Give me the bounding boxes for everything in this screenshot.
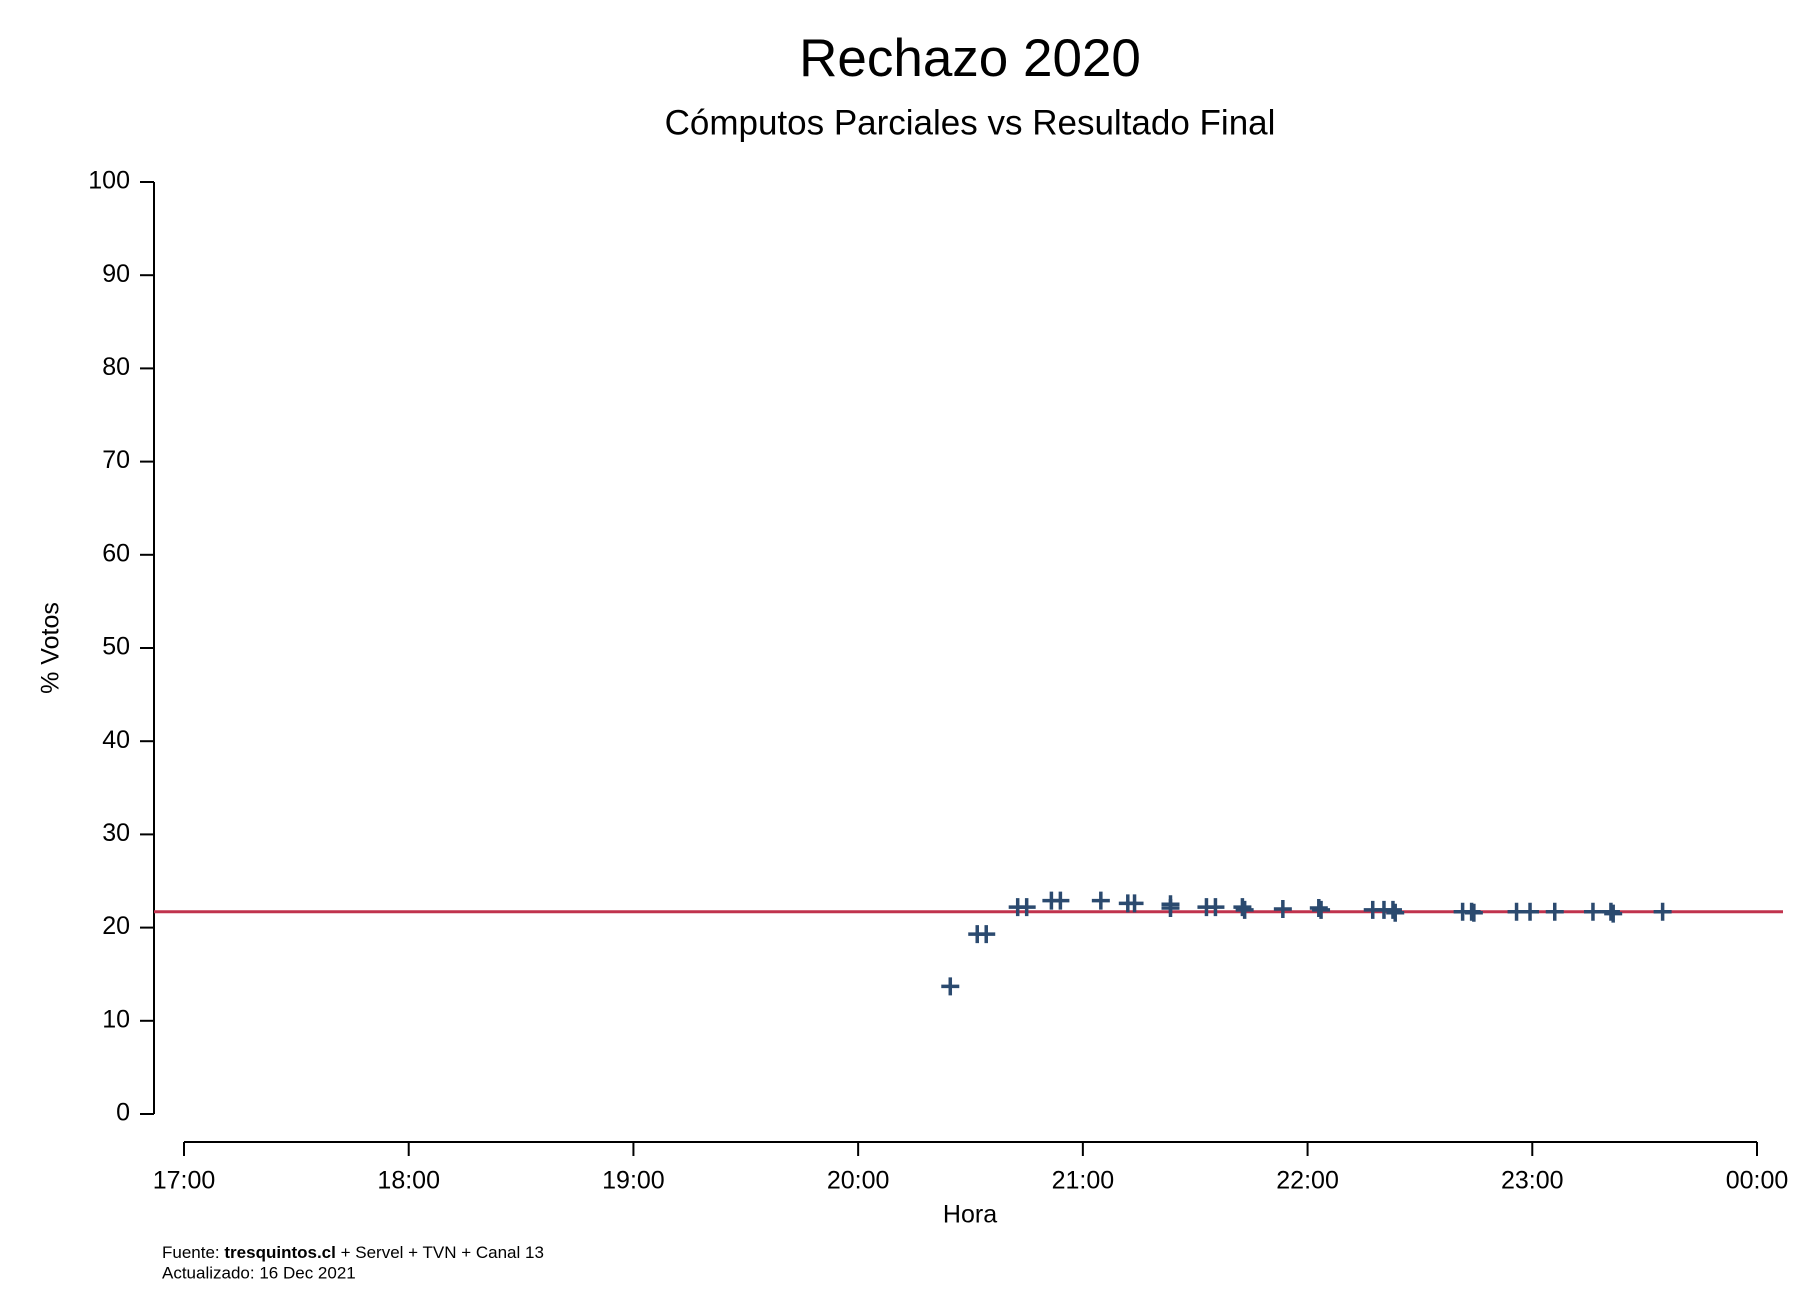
y-tick-label: 10 — [102, 1005, 130, 1033]
point — [1653, 902, 1672, 921]
updated-note: Actualizado: 16 Dec 2021 — [162, 1263, 356, 1282]
y-tick-label: 40 — [102, 726, 130, 754]
x-tick-label: 18:00 — [377, 1167, 440, 1195]
point — [1312, 900, 1331, 919]
point — [1017, 898, 1036, 917]
point — [1206, 898, 1225, 917]
chart-title: Rechazo 2020 — [799, 29, 1141, 88]
point — [1383, 900, 1402, 919]
point — [1464, 903, 1483, 922]
point — [1601, 902, 1620, 921]
x-tick-label: 19:00 — [602, 1167, 665, 1195]
point — [1309, 899, 1328, 918]
point — [1273, 899, 1292, 918]
point — [1091, 891, 1110, 910]
point — [977, 925, 996, 944]
source-bold: tresquintos.cl — [224, 1243, 335, 1262]
point — [1545, 902, 1564, 921]
y-tick-label: 30 — [102, 819, 130, 847]
point — [1233, 898, 1252, 917]
point — [1235, 900, 1254, 919]
point — [1125, 894, 1144, 913]
x-tick-label: 22:00 — [1276, 1167, 1339, 1195]
x-axis-label: Hora — [943, 1201, 997, 1229]
x-tick-label: 00:00 — [1726, 1167, 1789, 1195]
y-axis-label: % Votos — [37, 602, 65, 694]
y-tick-label: 50 — [102, 633, 130, 661]
point — [1161, 899, 1180, 918]
source-prefix: Fuente: — [162, 1243, 220, 1262]
y-tick-label: 80 — [102, 353, 130, 381]
y-tick-label: 70 — [102, 446, 130, 474]
point — [941, 977, 960, 996]
point — [1521, 902, 1540, 921]
y-tick-label: 90 — [102, 260, 130, 288]
chart-subtitle: Cómputos Parciales vs Resultado Final — [665, 103, 1276, 142]
y-tick-label: 100 — [88, 167, 130, 195]
x-tick-label: 23:00 — [1501, 1167, 1564, 1195]
x-tick-label: 17:00 — [153, 1167, 216, 1195]
point — [1583, 902, 1602, 921]
y-tick-label: 20 — [102, 912, 130, 940]
source-note: Fuente: tresquintos.cl + Servel + TVN + … — [162, 1243, 544, 1262]
y-tick-label: 60 — [102, 539, 130, 567]
point — [1386, 903, 1405, 922]
y-tick-label: 0 — [116, 1099, 130, 1127]
point — [1604, 904, 1623, 923]
point — [1051, 891, 1070, 910]
source-rest: + Servel + TVN + Canal 13 — [341, 1243, 544, 1262]
x-tick-label: 20:00 — [827, 1167, 890, 1195]
x-tick-label: 21:00 — [1052, 1167, 1115, 1195]
